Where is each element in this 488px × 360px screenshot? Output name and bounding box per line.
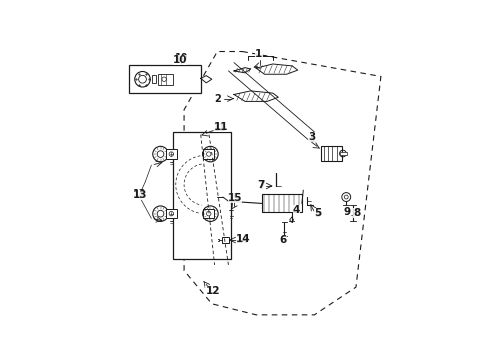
Text: 3: 3 xyxy=(307,132,315,143)
Text: 6: 6 xyxy=(279,235,286,245)
Text: 2: 2 xyxy=(214,94,220,104)
Text: 12: 12 xyxy=(205,286,220,296)
Text: 9: 9 xyxy=(343,207,349,217)
Bar xyxy=(166,209,176,219)
Bar xyxy=(128,66,200,93)
Bar xyxy=(203,149,214,159)
Text: 5: 5 xyxy=(313,208,321,218)
Bar xyxy=(166,149,176,159)
Text: 3: 3 xyxy=(307,134,314,144)
Text: 7: 7 xyxy=(258,181,264,191)
Text: 14: 14 xyxy=(235,235,248,245)
Text: 1: 1 xyxy=(255,49,262,59)
Bar xyxy=(261,194,301,212)
Text: 10: 10 xyxy=(172,55,187,65)
Text: 12: 12 xyxy=(206,286,220,296)
Bar xyxy=(173,132,231,260)
Bar xyxy=(221,237,229,243)
Bar xyxy=(321,146,342,161)
Bar xyxy=(203,209,214,219)
Text: 13: 13 xyxy=(132,190,147,200)
Text: 15: 15 xyxy=(227,193,240,203)
Text: 13: 13 xyxy=(133,189,146,199)
Text: 14: 14 xyxy=(235,234,250,244)
Text: 4: 4 xyxy=(292,204,300,215)
Text: 11: 11 xyxy=(213,123,226,133)
Text: 11: 11 xyxy=(214,122,228,132)
Text: 8: 8 xyxy=(352,208,359,218)
Bar xyxy=(158,74,173,85)
Text: 10: 10 xyxy=(174,53,188,63)
Bar xyxy=(339,152,346,156)
Bar xyxy=(152,75,156,84)
Text: 7: 7 xyxy=(257,180,264,190)
Text: 5: 5 xyxy=(313,209,320,219)
Text: 15: 15 xyxy=(227,193,242,203)
